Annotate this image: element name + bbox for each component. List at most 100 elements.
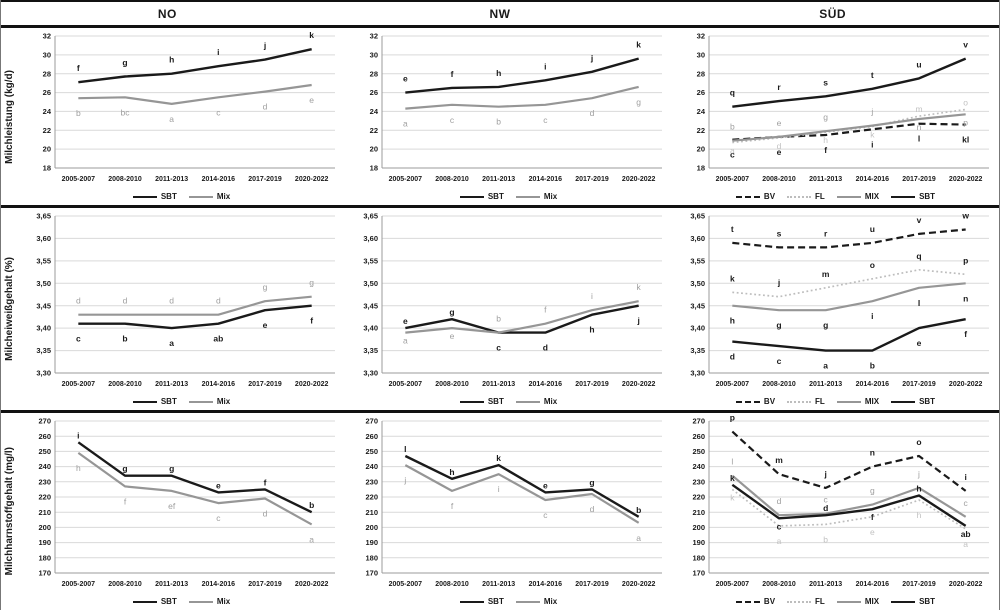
point-label-mix: n bbox=[963, 293, 968, 303]
legend-line-sample-mix bbox=[836, 400, 861, 403]
point-label-mix: e bbox=[309, 95, 314, 105]
point-label-sbt: h bbox=[589, 325, 594, 335]
y-tick-label: 270 bbox=[365, 417, 378, 426]
legend-line-sample-sbt bbox=[891, 400, 916, 403]
y-tick-label: 18 bbox=[369, 164, 377, 173]
legend-item-mix: MIX bbox=[836, 192, 879, 201]
y-tick-label: 260 bbox=[365, 432, 378, 441]
legend-item-mix: Mix bbox=[188, 597, 230, 606]
legend-label-sbt: SBT bbox=[919, 597, 936, 606]
x-tick-label: 2008-2010 bbox=[108, 381, 142, 388]
point-label-mix: a bbox=[402, 119, 407, 129]
point-label-sbt: h bbox=[449, 467, 454, 477]
legend-line-sample-fl bbox=[787, 600, 812, 603]
point-label-sbt: i bbox=[544, 61, 546, 71]
y-tick-label: 30 bbox=[696, 50, 704, 59]
x-tick-label: 2020-2022 bbox=[948, 581, 982, 588]
y-tick-label: 270 bbox=[692, 417, 705, 426]
y-tick-label: 32 bbox=[696, 32, 704, 41]
y-tick-label: 220 bbox=[365, 493, 378, 502]
y-tick-label: 3,55 bbox=[690, 256, 705, 265]
y-axis-title-text: Milchharnstoffgehalt (mg/l) bbox=[4, 447, 15, 576]
legend-item-mix: Mix bbox=[515, 597, 558, 606]
x-tick-label: 2005-2007 bbox=[388, 381, 422, 388]
x-tick-label: 2011-2013 bbox=[155, 581, 188, 588]
x-tick-label: 2014-2016 bbox=[201, 381, 235, 388]
point-label-mix: d bbox=[215, 296, 220, 306]
metric-row-2: Milchharnstoffgehalt (mg/l) 170 180 190 200 2… bbox=[1, 413, 999, 610]
point-label-sbt: j bbox=[636, 316, 639, 326]
point-label-bv: c bbox=[729, 150, 734, 160]
y-tick-label: 22 bbox=[42, 126, 50, 135]
point-label-mix: ef bbox=[168, 501, 176, 511]
legend-line-sample-mix bbox=[188, 400, 213, 403]
y-tick-label: 3,60 bbox=[363, 234, 378, 243]
y-tick-label: 170 bbox=[365, 569, 378, 578]
y-tick-label: 220 bbox=[692, 493, 705, 502]
legend-label-mix: Mix bbox=[543, 192, 558, 201]
legend-label-fl: FL bbox=[815, 597, 825, 606]
series-line-sbt bbox=[731, 483, 966, 527]
y-tick-label: 240 bbox=[692, 462, 705, 471]
y-tick-label: 260 bbox=[38, 432, 51, 441]
legend-item-mix: MIX bbox=[836, 397, 879, 406]
point-label-mix: n bbox=[916, 122, 921, 132]
x-tick-label: 2005-2007 bbox=[715, 176, 749, 183]
y-tick-label: 3,30 bbox=[690, 369, 705, 378]
legend-item-mix: Mix bbox=[515, 397, 557, 406]
series-line-bv bbox=[731, 430, 966, 492]
point-label-mix: b bbox=[496, 117, 501, 127]
x-tick-label: 2014-2016 bbox=[528, 381, 562, 388]
legend-label-mix: Mix bbox=[543, 597, 558, 606]
x-tick-label: 2008-2010 bbox=[435, 176, 469, 183]
x-tick-label: 2005-2007 bbox=[61, 176, 95, 183]
point-label-mix: d bbox=[589, 108, 594, 118]
chart-legend: BV FL MIX SBT bbox=[735, 393, 935, 410]
top-border-rule bbox=[1, 0, 999, 2]
x-tick-label: 2020-2022 bbox=[294, 581, 328, 588]
y-tick-label: 3,45 bbox=[36, 301, 51, 310]
point-label-bv: m bbox=[775, 455, 783, 465]
y-tick-label: 3,45 bbox=[363, 301, 378, 310]
chart-cell-sued-milchharnstoffgehalt: 170 180 190 200 210 220 230 240 250 260 270 2005-20… bbox=[672, 413, 999, 610]
x-tick-label: 2017-2019 bbox=[902, 176, 936, 183]
x-tick-label: 2017-2019 bbox=[248, 581, 282, 588]
point-label-sbt: k bbox=[309, 30, 314, 40]
x-tick-label: 2017-2019 bbox=[575, 581, 609, 588]
point-label-mix: j bbox=[917, 469, 920, 479]
x-tick-label: 2014-2016 bbox=[528, 581, 562, 588]
point-label-mix: a bbox=[402, 336, 407, 346]
point-label-sbt: b bbox=[636, 505, 641, 515]
legend-item-sbt: SBT bbox=[891, 397, 935, 406]
legend-label-sbt: SBT bbox=[919, 397, 936, 406]
point-label-mix: d bbox=[169, 296, 174, 306]
point-label-sbt: k bbox=[729, 473, 734, 483]
point-label-sbt: r bbox=[777, 82, 781, 92]
legend-label-bv: BV bbox=[763, 397, 776, 406]
point-label-mix: c bbox=[823, 495, 828, 505]
row-separator-rule bbox=[1, 25, 999, 28]
point-label-mix: k bbox=[636, 282, 641, 292]
legend-item-fl: FL bbox=[787, 192, 825, 201]
point-label-mix: f bbox=[123, 496, 126, 506]
point-label-bv: o bbox=[916, 437, 921, 447]
point-label-mix: d bbox=[589, 504, 594, 514]
legend-line-sample-sbt bbox=[132, 195, 157, 198]
chart-no-milcheiweissgehalt: 3,30 3,35 3,40 3,45 3,50 3,55 3,60 3,65 2005-200… bbox=[36, 212, 335, 388]
point-label-mix: p bbox=[963, 117, 968, 127]
legend-label-sbt: SBT bbox=[160, 192, 177, 201]
series-line-sbt bbox=[77, 441, 312, 514]
legend-item-bv: BV bbox=[735, 597, 775, 606]
point-label-mix: d bbox=[262, 509, 267, 519]
y-tick-label: 3,30 bbox=[36, 369, 51, 378]
legend-line-sample-bv bbox=[735, 600, 760, 603]
point-label-mix: e bbox=[449, 331, 454, 341]
legend-label-mix: Mix bbox=[216, 192, 231, 201]
y-tick-label: 3,60 bbox=[36, 234, 51, 243]
chart-legend: BV FL MIX SBT bbox=[735, 188, 935, 205]
point-label-sbt: e bbox=[402, 316, 407, 326]
legend-label-sbt: SBT bbox=[487, 597, 504, 606]
row-separator-rule bbox=[1, 410, 999, 413]
x-tick-label: 2020-2022 bbox=[621, 581, 655, 588]
y-tick-label: 180 bbox=[692, 553, 705, 562]
